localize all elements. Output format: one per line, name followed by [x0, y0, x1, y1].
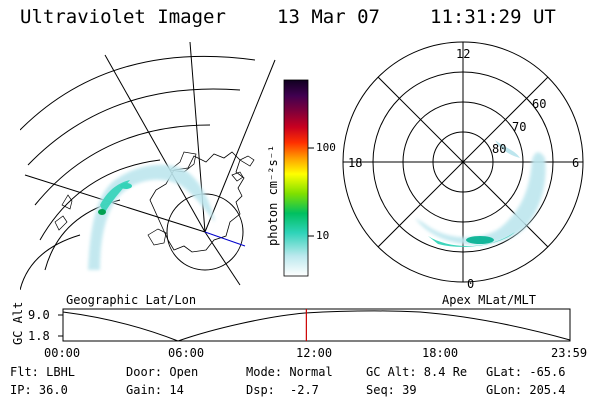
ip-info: IP: 36.0 [10, 383, 68, 397]
colorbar-unit: photon cm⁻²s⁻¹ [266, 144, 280, 246]
polar-map [342, 41, 584, 283]
mlt-label-6: 6 [572, 156, 580, 170]
filter-info: Flt: LBHL [10, 365, 76, 379]
altitude-xtick-0600: 06:00 [168, 346, 205, 360]
altitude-xtick-2359: 23:59 [551, 346, 588, 360]
colorbar-tick-100: 100 [316, 141, 336, 154]
door-info: Door: Open [126, 365, 199, 379]
date-label: 13 Mar 07 [277, 6, 380, 28]
time-label: 11:31:29 UT [430, 6, 556, 28]
altitude-ytick-1-8: 1.8 [28, 329, 50, 343]
polar-map-caption: Apex MLat/MLT [442, 293, 536, 307]
polar-aurora [415, 140, 546, 247]
altitude-plot [58, 308, 571, 342]
instrument-title: Ultraviolet Imager [20, 6, 226, 28]
seq-info: Seq: 39 [366, 383, 417, 397]
dsp-label: Dsp: [246, 383, 275, 397]
mlt-label-12: 12 [456, 47, 471, 61]
altitude-ytick-9: 9.0 [28, 308, 50, 322]
altitude-xtick-1200: 12:00 [296, 346, 333, 360]
glon-info: GLon: 205.4 [486, 383, 566, 397]
mode-info: Mode: Normal [246, 365, 333, 379]
geo-aurora [88, 164, 215, 270]
glat-info: GLat: -65.6 [486, 365, 566, 379]
altitude-xtick-1800: 18:00 [422, 346, 459, 360]
mlt-label-0: 0 [467, 277, 475, 291]
altitude-ylabel: GC Alt [11, 301, 25, 345]
mlat-label-80: 80 [492, 142, 507, 156]
colorbar [283, 79, 314, 277]
mlat-label-70: 70 [512, 120, 527, 134]
geographic-map [20, 41, 276, 290]
gc-alt-info: GC Alt: 8.4 Re [366, 365, 468, 379]
gain-info: Gain: 14 [126, 383, 184, 397]
colorbar-tick-10: 10 [316, 229, 330, 242]
geo-map-caption: Geographic Lat/Lon [66, 293, 197, 307]
terminator-line [204, 231, 246, 247]
mlat-label-60: 60 [532, 97, 547, 111]
mlt-label-18: 18 [348, 156, 363, 170]
dsp-value: -2.7 [290, 383, 319, 397]
altitude-xtick-0000: 00:00 [44, 346, 81, 360]
